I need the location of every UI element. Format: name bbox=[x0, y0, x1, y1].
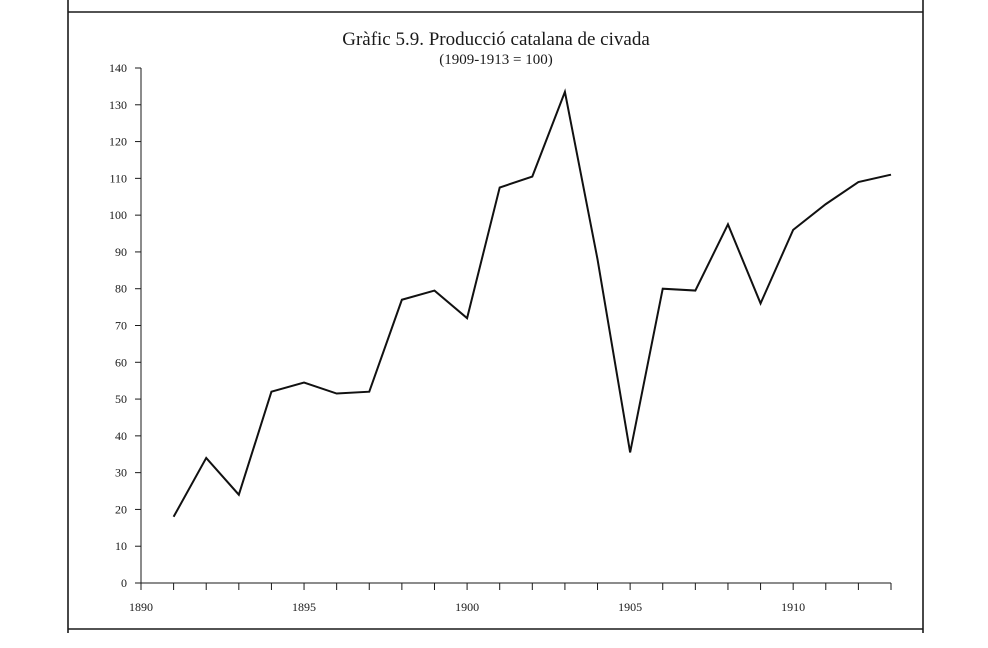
y-tick-label: 110 bbox=[109, 171, 127, 185]
y-tick-label: 50 bbox=[115, 392, 127, 406]
y-tick-label: 10 bbox=[115, 539, 127, 553]
series-layer bbox=[172, 88, 892, 518]
y-tick-label: 80 bbox=[115, 282, 127, 296]
x-tick-label: 1910 bbox=[781, 600, 805, 614]
y-tick-label: 90 bbox=[115, 245, 127, 259]
y-tick-label: 40 bbox=[115, 429, 127, 443]
y-tick-label: 60 bbox=[115, 355, 127, 369]
x-tick-label: 1895 bbox=[292, 600, 316, 614]
y-tick-label: 70 bbox=[115, 319, 127, 333]
y-tick-label: 20 bbox=[115, 502, 127, 516]
y-tick-label: 30 bbox=[115, 466, 127, 480]
y-tick-label: 140 bbox=[109, 61, 127, 75]
series-line bbox=[172, 88, 892, 518]
chart-frame bbox=[67, 0, 924, 633]
x-tick-label: 1900 bbox=[455, 600, 479, 614]
y-tick-label: 120 bbox=[109, 135, 127, 149]
x-axis: 1890 1895 1900 1905 1910 bbox=[129, 582, 892, 614]
y-tick-label: 100 bbox=[109, 208, 127, 222]
y-axis: 0 10 20 30 40 50 60 70 80 90 100 110 120 130 140 bbox=[109, 61, 142, 590]
chart-title: Gràfic 5.9. Producció catalana de civada bbox=[342, 29, 650, 50]
y-tick-label: 130 bbox=[109, 98, 127, 112]
x-tick-label: 1905 bbox=[618, 600, 642, 614]
x-tick-label: 1890 bbox=[129, 600, 153, 614]
y-tick-label: 0 bbox=[121, 576, 127, 590]
chart-subtitle: (1909-1913 = 100) bbox=[439, 52, 552, 68]
